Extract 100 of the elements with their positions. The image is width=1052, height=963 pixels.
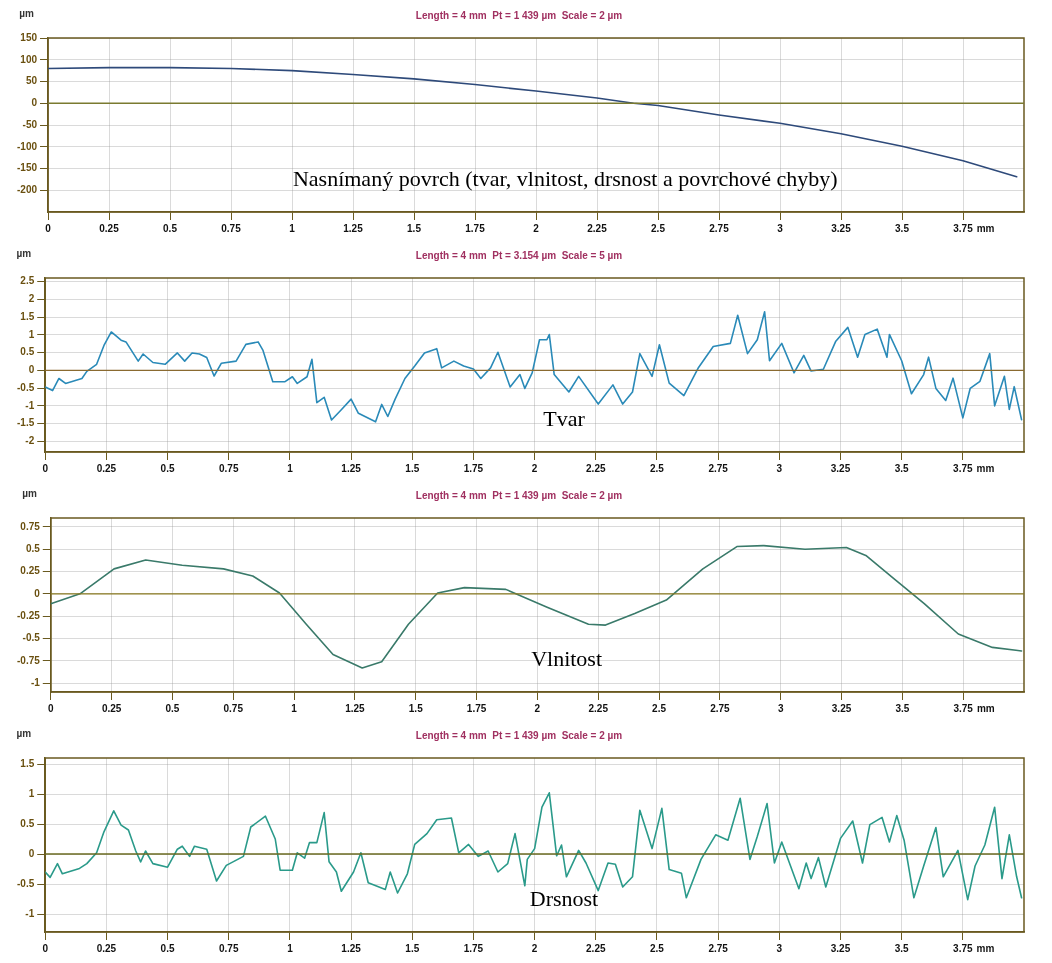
x-tick-label: 2 — [533, 222, 540, 234]
x-tick-label: 1.5 — [407, 222, 422, 234]
y-tick-label: -0.75 — [17, 654, 41, 666]
x-tick-label: 0 — [42, 942, 49, 954]
x-tick-label: 0.25 — [96, 462, 117, 474]
y-tick-label: 2.5 — [20, 275, 35, 287]
x-tick-label: 0.5 — [165, 702, 180, 714]
x-tick-label: 2.5 — [650, 462, 665, 474]
y-tick-label: 2 — [28, 293, 35, 305]
x-tick-label: 3.25 — [831, 222, 852, 234]
y-tick-label: 1 — [28, 328, 35, 340]
x-tick-label: 3.75 — [953, 462, 973, 474]
x-tick-label: 3.5 — [895, 702, 910, 714]
x-tick-label: 1.25 — [341, 462, 362, 474]
x-tick-label: 2.5 — [650, 942, 665, 954]
x-tick-label: 3 — [777, 222, 784, 234]
x-tick-label: 0.5 — [163, 222, 178, 234]
x-axis-title: mm — [976, 222, 995, 234]
x-axis-title: mm — [976, 702, 995, 714]
y-tick-label: 100 — [20, 53, 38, 65]
y-tick-label: 0 — [34, 587, 41, 599]
x-tick-label: 0.75 — [219, 942, 239, 954]
y-tick-label: 0 — [31, 97, 38, 108]
x-axis-title: mm — [976, 942, 995, 954]
y-tick-label: -1 — [25, 399, 35, 411]
annotation: Nasnímaný povrch (tvar, vlnitost, drsnost a povrchové chyby) — [292, 166, 838, 192]
x-tick-label: 2.75 — [708, 942, 729, 954]
y-tick-label: 0.5 — [25, 542, 41, 554]
x-tick-label: 1.25 — [345, 702, 366, 714]
y-tick-label: -50 — [22, 118, 38, 130]
y-tick-label: 0.25 — [20, 565, 41, 577]
x-tick-label: 3 — [776, 462, 783, 474]
x-tick-label: 2 — [531, 942, 538, 954]
x-tick-label: 0.75 — [221, 222, 242, 234]
x-tick-label: 1.75 — [465, 222, 486, 234]
x-tick-label: 2.5 — [651, 222, 666, 234]
x-tick-label: 3.25 — [831, 702, 852, 714]
x-tick-label: 3.5 — [895, 222, 910, 234]
x-tick-label: 2.25 — [588, 702, 609, 714]
annotation: Drsnost — [529, 886, 599, 912]
x-tick-label: 1 — [291, 702, 298, 714]
y-tick-label: 50 — [25, 75, 38, 87]
x-tick-label: 3.75 — [953, 222, 974, 234]
x-tick-label: 1.25 — [343, 222, 364, 234]
x-tick-label: 0.25 — [96, 942, 117, 954]
x-tick-label: 1.5 — [408, 702, 424, 714]
x-tick-label: 1 — [287, 462, 294, 474]
x-tick-label: 1.75 — [463, 462, 484, 474]
y-tick-label: -0.5 — [17, 381, 35, 393]
x-tick-label: 2 — [534, 702, 541, 714]
x-tick-label: 0.25 — [99, 222, 120, 234]
x-tick-label: 0 — [48, 702, 55, 714]
y-tick-label: -1 — [30, 676, 41, 688]
x-tick-label: 2.75 — [710, 702, 731, 714]
y-axis-title: µm — [16, 727, 32, 739]
y-tick-label: 0 — [28, 847, 35, 859]
x-tick-label: 1.5 — [405, 462, 420, 474]
x-tick-label: 2.75 — [709, 222, 730, 234]
x-tick-label: 0 — [45, 222, 52, 234]
x-tick-label: 1 — [289, 222, 296, 234]
y-tick-label: -150 — [17, 162, 38, 174]
x-tick-label: 3.75 — [953, 702, 974, 714]
x-tick-label: 1.5 — [405, 942, 420, 954]
y-tick-label: -200 — [17, 184, 38, 195]
y-tick-label: 0.75 — [20, 520, 41, 532]
x-tick-label: 0.25 — [101, 702, 122, 714]
x-tick-label: 0.75 — [223, 702, 244, 714]
y-tick-label: 0.5 — [20, 346, 35, 358]
y-tick-label: 0.5 — [20, 817, 35, 829]
x-tick-label: 3 — [777, 702, 784, 714]
annotation: Vlnitost — [531, 646, 603, 672]
x-tick-label: 0.75 — [219, 462, 239, 474]
x-tick-label: 3.5 — [894, 462, 910, 474]
chart-title: Length = 4 mm Pt = 1 439 µm Scale = 2 µm — [415, 9, 623, 21]
x-tick-label: 3.5 — [894, 942, 910, 954]
x-tick-label: 0.5 — [160, 942, 175, 954]
y-tick-label: -1.5 — [17, 417, 35, 429]
x-tick-label: 2.25 — [586, 462, 606, 474]
x-tick-label: 3 — [776, 942, 783, 954]
chart-title: Length = 4 mm Pt = 1 439 µm Scale = 2 µm — [415, 489, 623, 501]
annotation: Tvar — [543, 406, 586, 432]
y-tick-label: -0.25 — [17, 609, 41, 621]
y-tick-label: 1.5 — [20, 310, 35, 322]
x-tick-label: 0 — [42, 462, 49, 474]
x-axis-title: mm — [976, 462, 995, 474]
y-tick-label: -100 — [17, 140, 38, 152]
y-tick-label: 1.5 — [20, 757, 35, 769]
y-tick-label: 1 — [28, 787, 35, 799]
x-tick-label: 2.25 — [586, 942, 606, 954]
x-tick-label: 1.75 — [463, 942, 484, 954]
y-axis-title: µm — [22, 487, 37, 499]
x-tick-label: 3.25 — [830, 462, 851, 474]
y-axis-title: µm — [16, 247, 32, 259]
x-tick-label: 2.5 — [652, 702, 667, 714]
x-tick-label: 2 — [531, 462, 538, 474]
y-tick-label: 150 — [20, 31, 38, 43]
x-tick-label: 3.25 — [830, 942, 851, 954]
y-tick-label: -0.5 — [22, 632, 41, 644]
x-tick-label: 3.75 — [953, 942, 973, 954]
x-tick-label: 0.5 — [160, 462, 175, 474]
